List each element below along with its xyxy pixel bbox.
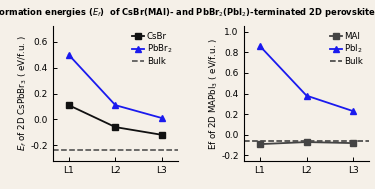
Bulk (66, 149, 71, 151)
PbBr$_2$ (113, 104, 118, 106)
MAI (351, 142, 355, 144)
Text: Formation energies ($\it{E_f}$)  of CsBr(MAI)- and PbBr$_2$(PbI$_2$)-terminated : Formation energies ($\it{E_f}$) of CsBr(… (0, 6, 375, 19)
Y-axis label: Ef of 2D MAPbI$_3$ ( eV/f.u. ): Ef of 2D MAPbI$_3$ ( eV/f.u. ) (207, 37, 220, 150)
CsBr (113, 126, 118, 128)
Line: CsBr: CsBr (66, 102, 165, 138)
MAI (258, 143, 262, 145)
CsBr (66, 104, 71, 106)
PbI$_2$ (258, 45, 262, 47)
PbBr$_2$ (160, 117, 164, 119)
Bulk (113, 149, 118, 151)
PbI$_2$ (351, 110, 355, 112)
MAI (304, 141, 309, 143)
Y-axis label: $E_f$ of 2D CsPbBr$_3$ ( eV/f.u. ): $E_f$ of 2D CsPbBr$_3$ ( eV/f.u. ) (16, 36, 29, 151)
Line: PbBr$_2$: PbBr$_2$ (66, 52, 165, 121)
CsBr (160, 134, 164, 136)
PbBr$_2$ (66, 54, 71, 56)
Line: PbI$_2$: PbI$_2$ (257, 43, 356, 114)
Bulk (304, 140, 309, 142)
Bulk (258, 140, 262, 142)
Line: MAI: MAI (257, 139, 356, 147)
Legend: MAI, PbI$_2$, Bulk: MAI, PbI$_2$, Bulk (328, 31, 365, 67)
PbI$_2$ (304, 94, 309, 97)
Legend: CsBr, PbBr$_2$, Bulk: CsBr, PbBr$_2$, Bulk (130, 31, 174, 67)
